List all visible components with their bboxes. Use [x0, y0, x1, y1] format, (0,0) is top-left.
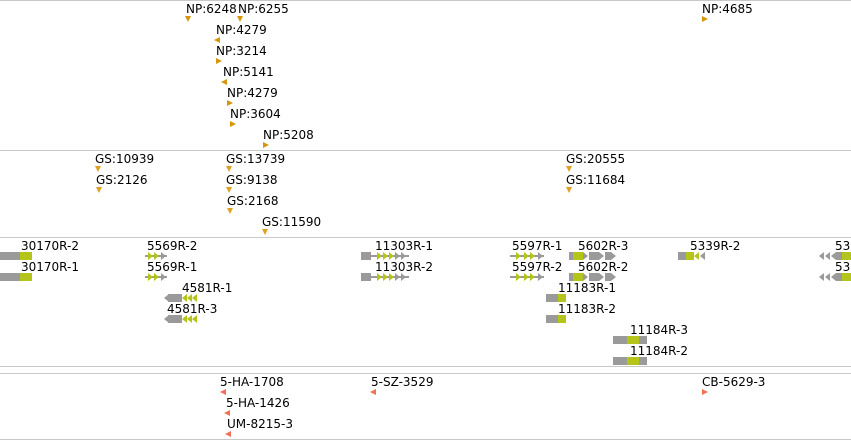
np-marker-icon — [216, 58, 222, 64]
gene-model-glyph — [569, 273, 617, 281]
np-marker-icon — [185, 16, 191, 22]
gene-model-glyph — [546, 294, 568, 302]
cb-marker-icon — [224, 410, 230, 416]
gs-marker-icon — [262, 229, 268, 235]
np-marker-icon — [221, 79, 227, 85]
gene-label: 5339R-2 — [690, 239, 741, 253]
np-feature-label: NP:4685 — [702, 2, 753, 16]
cb-feature-label: 5-HA-1708 — [220, 375, 284, 389]
gene-label: 4581R-1 — [182, 281, 233, 295]
np-marker-icon — [214, 37, 220, 43]
gene-label: 11184R-3 — [630, 323, 688, 337]
gene-label: 5569R-1 — [147, 260, 198, 274]
np-feature-label: NP:3214 — [216, 44, 267, 58]
gene-label: 11303R-1 — [375, 239, 433, 253]
gene-model-glyph — [546, 315, 568, 323]
gene-label: 11303R-2 — [375, 260, 433, 274]
gene-label: 5602R-2 — [578, 260, 629, 274]
gene-label: 5569R-2 — [147, 239, 198, 253]
np-marker-icon — [263, 142, 269, 148]
gs-marker-icon — [226, 187, 232, 193]
gene-model-glyph — [510, 252, 544, 260]
cb-marker-icon — [220, 389, 226, 395]
gene-label: 53 — [835, 239, 851, 253]
np-feature-label: NP:4279 — [216, 23, 267, 37]
gs-feature-label: GS:13739 — [226, 152, 286, 166]
gene-label: 11184R-2 — [630, 344, 688, 358]
track-separator — [0, 237, 851, 238]
gs-feature-label: GS:2168 — [227, 194, 279, 208]
cb-feature-label: 5-HA-1426 — [226, 396, 290, 410]
gs-marker-icon — [227, 208, 233, 214]
gene-model-glyph — [678, 252, 706, 260]
gene-model-glyph — [164, 294, 200, 302]
np-feature-label: NP:5141 — [223, 65, 274, 79]
gs-marker-icon — [566, 187, 572, 193]
gs-feature-label: GS:11590 — [262, 215, 322, 229]
gs-marker-icon — [566, 166, 572, 172]
np-marker-icon — [702, 16, 708, 22]
gene-model-glyph — [361, 273, 409, 281]
gene-label: 30170R-2 — [21, 239, 79, 253]
np-feature-label: NP:6255 — [238, 2, 289, 16]
gene-label: 53 — [835, 260, 851, 274]
cb-feature-label: UM-8215-3 — [227, 417, 293, 431]
cb-marker-icon — [370, 389, 376, 395]
gs-marker-icon — [226, 166, 232, 172]
track-separator — [0, 150, 851, 151]
gene-model-glyph — [145, 273, 167, 281]
cb-feature-label: 5-SZ-3529 — [371, 375, 434, 389]
gene-model-glyph — [164, 315, 200, 323]
np-marker-icon — [227, 100, 233, 106]
gene-model-glyph — [819, 273, 851, 281]
gene-label: 5597R-2 — [512, 260, 563, 274]
gs-feature-label: GS:2126 — [96, 173, 148, 187]
gs-marker-icon — [96, 187, 102, 193]
gene-model-glyph — [0, 273, 34, 281]
track-separator — [0, 0, 851, 1]
gene-model-glyph — [569, 252, 617, 260]
gene-label: 30170R-1 — [21, 260, 79, 274]
gene-model-glyph — [0, 252, 34, 260]
gene-label: 4581R-3 — [167, 302, 218, 316]
cb-marker-icon — [702, 389, 708, 395]
gene-model-glyph — [361, 252, 409, 260]
cb-marker-icon — [225, 431, 231, 437]
track-separator — [0, 366, 851, 367]
gene-label: 11183R-2 — [558, 302, 616, 316]
gene-model-glyph — [510, 273, 544, 281]
gene-label: 5597R-1 — [512, 239, 563, 253]
gs-feature-label: GS:10939 — [95, 152, 155, 166]
np-marker-icon — [237, 16, 243, 22]
gene-label: 5602R-3 — [578, 239, 629, 253]
gs-marker-icon — [95, 166, 101, 172]
gs-feature-label: GS:11684 — [566, 173, 626, 187]
gene-model-glyph — [613, 336, 647, 344]
np-feature-label: NP:3604 — [230, 107, 281, 121]
gene-model-glyph — [819, 252, 851, 260]
np-feature-label: NP:6248 — [186, 2, 237, 16]
np-feature-label: NP:5208 — [263, 128, 314, 142]
gene-label: 11183R-1 — [558, 281, 616, 295]
gs-feature-label: GS:20555 — [566, 152, 626, 166]
gs-feature-label: GS:9138 — [226, 173, 278, 187]
np-marker-icon — [230, 121, 236, 127]
gene-model-glyph — [145, 252, 167, 260]
np-feature-label: NP:4279 — [227, 86, 278, 100]
gene-model-glyph — [613, 357, 647, 365]
cb-feature-label: CB-5629-3 — [702, 375, 766, 389]
track-separator — [0, 373, 851, 374]
